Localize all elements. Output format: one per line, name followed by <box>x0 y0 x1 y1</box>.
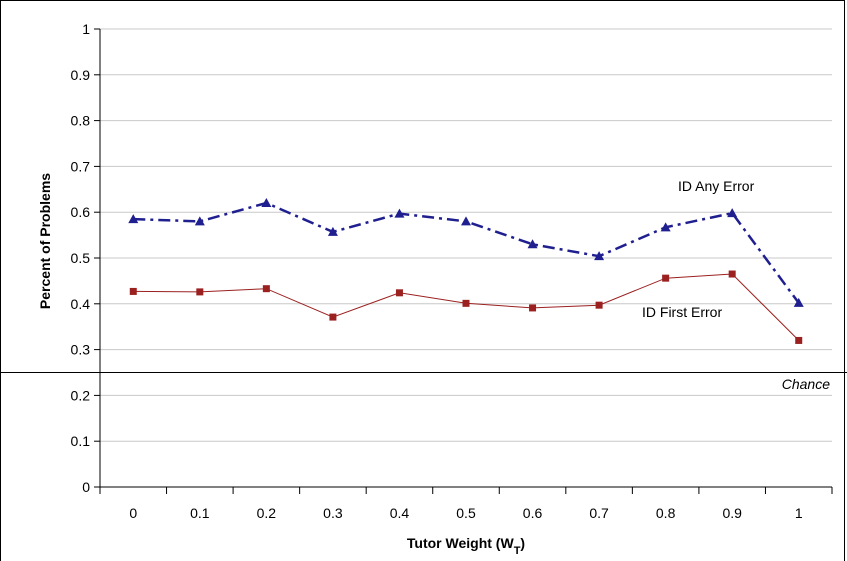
x-tick-label: 0.8 <box>656 505 676 521</box>
y-tick-label: 0.9 <box>71 67 91 83</box>
x-tick-labels: 0 0.1 0.2 0.3 0.4 0.5 0.6 0.7 0.8 0.9 1 <box>129 505 802 521</box>
data-point-id-first-error <box>595 301 603 309</box>
y-tick-label: 0.6 <box>71 204 91 220</box>
x-tick-label: 0.2 <box>257 505 277 521</box>
x-tick-label: 0.3 <box>323 505 343 521</box>
y-axis-title: Percent of Problems <box>37 173 53 309</box>
y-tick-label: 0.7 <box>71 158 91 174</box>
x-tick-label: 0.1 <box>190 505 210 521</box>
y-tick-label: 0 <box>82 479 90 495</box>
data-point-id-any-error <box>727 208 738 218</box>
y-tick-label: 0.2 <box>71 387 91 403</box>
x-tick-label: 0 <box>129 505 137 521</box>
data-point-id-first-error <box>129 287 137 295</box>
x-tick-label: 0.6 <box>523 505 543 521</box>
data-point-id-any-error <box>594 251 605 261</box>
data-point-id-first-error <box>728 270 736 278</box>
x-tick-label: 0.9 <box>722 505 742 521</box>
data-point-id-first-error <box>262 285 270 293</box>
y-tick-label: 0.3 <box>71 342 91 358</box>
x-axis-title-subscript: T <box>514 545 521 557</box>
x-axis-title-close: ) <box>520 535 525 551</box>
y-tick-label: 1 <box>82 21 90 37</box>
data-point-id-any-error <box>660 222 671 232</box>
data-point-id-any-error <box>261 198 272 208</box>
x-axis-title: Tutor Weight (WT) <box>407 535 525 557</box>
data-point-id-first-error <box>196 288 204 296</box>
data-point-id-any-error <box>527 239 538 249</box>
y-tick-label: 0.4 <box>71 296 91 312</box>
data-point-id-any-error <box>461 216 471 226</box>
x-tick-label: 1 <box>795 505 803 521</box>
data-point-id-any-error <box>327 226 338 236</box>
data-point-id-any-error <box>793 297 804 307</box>
x-axis-title-main: Tutor Weight (W <box>407 535 515 551</box>
data-point-id-first-error <box>529 304 537 312</box>
data-point-id-any-error <box>194 216 205 226</box>
data-point-id-first-error <box>329 313 337 321</box>
gridlines <box>100 28 832 442</box>
data-point-id-first-error <box>662 274 670 282</box>
data-point-id-first-error <box>795 336 803 344</box>
x-tick-label: 0.4 <box>390 505 410 521</box>
axes <box>94 28 833 494</box>
y-tick-label: 0.5 <box>71 250 91 266</box>
y-tick-label: 0.8 <box>71 113 91 129</box>
y-tick-labels: 0 0.1 0.2 0.3 0.4 0.5 0.6 0.7 0.8 0.9 1 <box>71 21 91 495</box>
series-label-any-error: ID Any Error <box>678 178 755 194</box>
data-point-id-any-error <box>128 214 139 224</box>
x-tick-label: 0.7 <box>589 505 609 521</box>
x-tick-label: 0.5 <box>456 505 476 521</box>
series-label-first-error: ID First Error <box>642 304 722 320</box>
y-tick-label: 0.1 <box>71 433 91 449</box>
data-point-id-first-error <box>395 289 403 297</box>
chance-label: Chance <box>782 376 830 392</box>
data-point-id-first-error <box>462 299 470 307</box>
series-group <box>128 198 804 344</box>
data-point-id-any-error <box>394 208 405 218</box>
